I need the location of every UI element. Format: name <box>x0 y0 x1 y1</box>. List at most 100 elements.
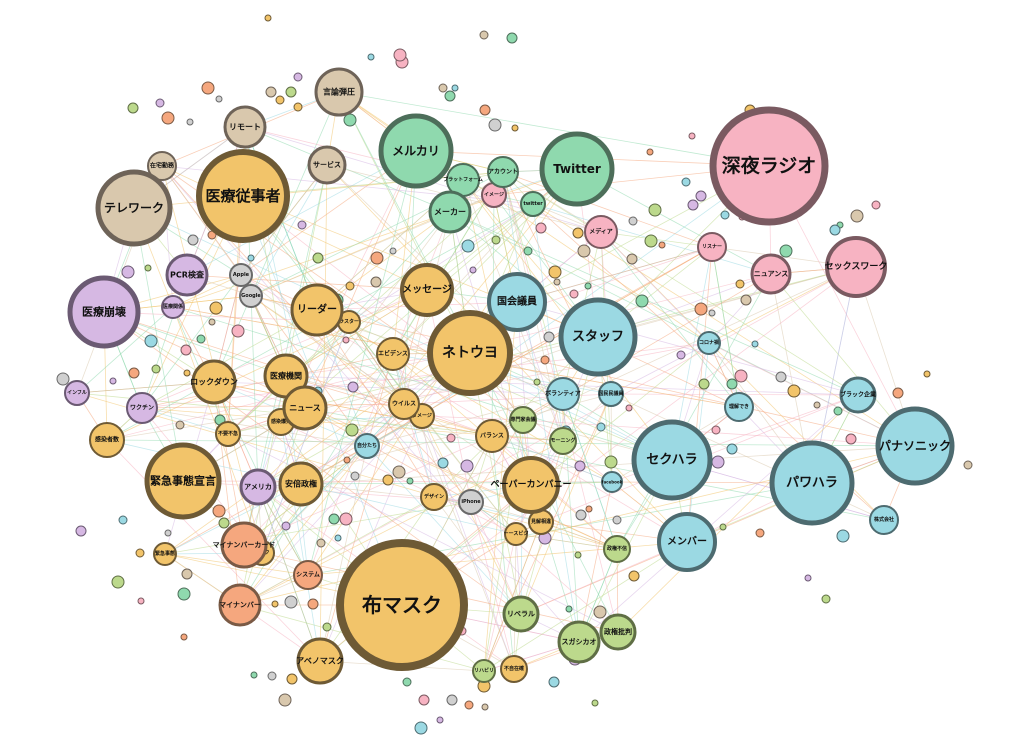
node-label: 国会議員 <box>497 295 537 308</box>
graph-edge <box>244 126 451 213</box>
minor-node <box>201 81 215 95</box>
minor-node <box>144 264 152 272</box>
minor-node <box>577 244 591 258</box>
node-label: エビデンス <box>378 350 408 358</box>
node-label: 医療崩壊 <box>82 305 127 319</box>
node-circle <box>584 215 618 249</box>
node-label: リモート <box>229 123 261 132</box>
graph-node: 緊急事態 <box>153 542 177 566</box>
graph-edge <box>433 496 542 523</box>
node-circle <box>599 613 637 651</box>
minor-node <box>382 474 394 486</box>
minor-node <box>183 369 191 377</box>
node-label: 政権不信 <box>607 545 627 552</box>
minor-node <box>75 525 87 537</box>
minor-node <box>180 344 192 356</box>
graph-node: リーダー <box>290 283 344 337</box>
node-circle <box>697 331 721 355</box>
minor-node <box>626 253 638 265</box>
minor-node <box>345 423 359 437</box>
node-label: リスナー <box>702 244 722 250</box>
node-circle <box>750 253 792 295</box>
node-circle <box>487 272 547 332</box>
minor-node <box>479 30 489 40</box>
graph-node: マイナンバー <box>218 583 262 627</box>
minor-node <box>347 381 359 393</box>
minor-node <box>711 425 721 435</box>
node-circle <box>558 297 638 377</box>
node-label: ワクチン <box>130 404 154 412</box>
node-label: 布マスク <box>362 593 442 617</box>
minor-node <box>694 302 708 316</box>
node-label: プラットフォーム <box>443 176 483 183</box>
graph-node: 不要不急 <box>215 421 241 447</box>
node-label: アメリカ <box>244 483 272 491</box>
graph-edge <box>106 439 321 662</box>
minor-node <box>751 340 759 348</box>
node-circle <box>239 468 277 506</box>
minor-node <box>402 677 412 687</box>
minor-node <box>963 460 973 470</box>
graph-edge <box>470 501 619 633</box>
minor-node <box>635 294 649 308</box>
node-circle <box>458 489 484 515</box>
minor-node <box>681 177 691 187</box>
graph-node: 布マスク <box>336 539 468 671</box>
node-circle <box>126 392 158 424</box>
minor-node <box>850 209 864 223</box>
minor-node <box>892 387 904 399</box>
minor-node <box>345 281 355 291</box>
node-circle <box>400 263 454 317</box>
graph-edge <box>470 501 515 670</box>
minor-node <box>215 95 223 103</box>
node-circle <box>64 380 90 406</box>
minor-node <box>464 700 474 710</box>
minor-node <box>446 694 458 706</box>
node-label: ニュース <box>289 404 321 413</box>
graph-edge <box>562 393 618 550</box>
minor-node <box>548 265 562 279</box>
minor-node <box>829 224 841 236</box>
minor-node <box>553 278 561 286</box>
minor-node <box>734 369 748 383</box>
graph-edge <box>483 533 517 672</box>
graph-node: 緊急事態宣言 <box>144 442 222 520</box>
graph-node: 感染者数 <box>89 422 125 458</box>
node-circle <box>420 483 448 511</box>
minor-node <box>438 83 448 93</box>
graph-node: アメリカ <box>239 468 277 506</box>
node-label: 専門家会議 <box>510 416 535 423</box>
node-label: デザイン <box>424 493 444 500</box>
node-circle <box>601 471 623 493</box>
graph-edge <box>520 541 688 615</box>
minor-node <box>161 111 175 125</box>
graph-edge <box>239 445 368 606</box>
minor-node <box>593 605 607 619</box>
node-circle <box>293 560 323 590</box>
graph-node: iPhone <box>458 489 484 515</box>
graph-edge <box>280 421 321 662</box>
minor-node <box>181 568 193 580</box>
node-circle <box>475 419 509 453</box>
graph-edge <box>520 393 612 615</box>
minor-node <box>350 471 360 481</box>
graph-node: リハビリ <box>472 659 496 683</box>
graph-node: メディア <box>584 215 618 249</box>
graph-edge <box>257 486 321 662</box>
node-label: 緊急事態 <box>155 550 175 557</box>
minor-node <box>572 227 584 239</box>
minor-node <box>755 528 765 538</box>
graph-node: Apple <box>229 263 253 287</box>
graph-node: リスナー <box>697 232 727 262</box>
minor-node <box>644 234 658 248</box>
graph-edge <box>316 211 451 311</box>
minor-node <box>209 301 223 315</box>
graph-edge <box>578 394 859 643</box>
node-circle <box>354 433 380 459</box>
graph-edge <box>213 381 245 546</box>
graph-node: 深夜ラジオ <box>709 106 829 226</box>
graph-edge <box>617 394 859 633</box>
minor-node <box>118 515 128 525</box>
graph-node: マイナンバーカード <box>213 521 275 569</box>
graph-edge <box>227 433 368 447</box>
